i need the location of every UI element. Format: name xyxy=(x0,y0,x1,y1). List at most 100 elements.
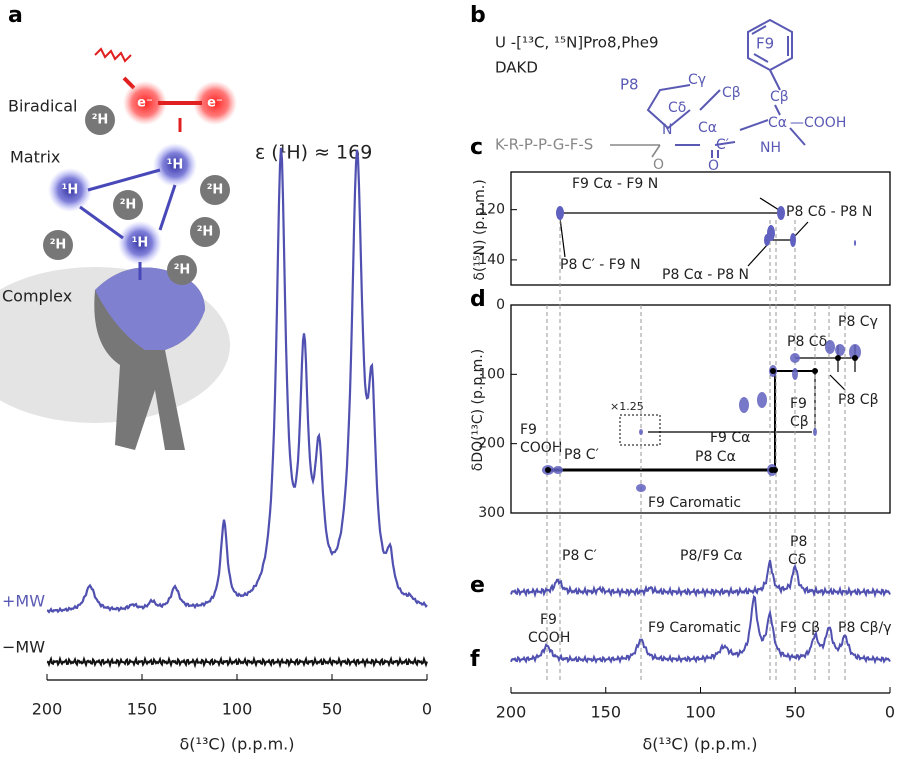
sample-label: U -[¹³C, ¹⁵N]Pro8,Phe9 xyxy=(495,34,659,52)
peak-label: P8 C′ xyxy=(562,548,597,564)
x-tick-label: 200 xyxy=(32,700,63,719)
x-tick-label: 50 xyxy=(322,700,342,719)
x-tick-label: 150 xyxy=(127,700,158,719)
complex-label: Complex xyxy=(2,287,72,306)
complex-label: DAKD xyxy=(495,59,538,77)
spectrum xyxy=(510,559,891,599)
cross-peak xyxy=(639,429,643,435)
electron-label: e⁻ xyxy=(207,96,223,111)
cross-peak xyxy=(849,344,861,360)
peptide-label: K-R-P-P-G-F-S xyxy=(495,136,593,154)
peak-label: P8 Cα - P8 N xyxy=(662,267,749,283)
minus-mw-label: −MW xyxy=(2,638,45,657)
residue-label: F9 xyxy=(756,35,774,53)
plot-frame xyxy=(510,304,891,514)
panel-label: f xyxy=(470,647,480,672)
peak-label: P8 Cδ xyxy=(787,334,827,350)
atom-label: O xyxy=(708,158,719,174)
atom-label: Cβ xyxy=(722,85,741,101)
atom-label: N xyxy=(662,122,672,138)
atom-label: —COOH xyxy=(790,115,846,131)
peak-label: F9 Cα - F9 N xyxy=(572,176,658,192)
y-tick-label: 200 xyxy=(478,436,505,452)
cross-peak xyxy=(825,340,835,354)
cross-peak xyxy=(792,368,798,380)
panel-label: b xyxy=(470,3,486,28)
panel-label: c xyxy=(470,135,483,160)
atom-label: C′ xyxy=(716,137,729,153)
x-axis-label: δ(¹³C) (p.p.m.) xyxy=(643,735,758,754)
peak-label: F9 Cα xyxy=(710,430,750,446)
deuteron-label: ²H xyxy=(197,225,214,240)
peak-label: P8 Cγ xyxy=(838,314,878,330)
cross-peak xyxy=(739,397,749,413)
y-tick-label: 100 xyxy=(478,366,505,382)
deuteron-label: ²H xyxy=(120,198,137,213)
x-tick-label: 50 xyxy=(785,703,805,722)
connector-dot xyxy=(852,355,858,361)
y-tick-label: 300 xyxy=(478,505,505,521)
x-tick-label: 0 xyxy=(885,703,895,722)
connectors xyxy=(559,197,809,267)
electron-label: e⁻ xyxy=(137,96,153,111)
peak-label: Cδ xyxy=(788,552,806,568)
peak-label: F9 Cβ xyxy=(780,620,820,636)
x-tick-label: 150 xyxy=(590,703,621,722)
schematic xyxy=(0,47,237,450)
matrix-label: Matrix xyxy=(10,148,60,167)
y-axis-label: δ(¹⁵N) (p.p.m.) xyxy=(472,179,488,280)
panel-label: d xyxy=(470,287,486,312)
spectrum xyxy=(510,594,891,665)
cross-peak xyxy=(854,240,856,246)
atom-label: Cγ xyxy=(688,72,706,88)
spectrum xyxy=(46,147,428,614)
peak-label: COOH xyxy=(520,440,562,456)
x-tick-label: 200 xyxy=(496,703,527,722)
deuteron-label: ²H xyxy=(92,113,109,128)
atom-label: O xyxy=(653,157,664,173)
y-axis-label: δDQ(¹³C) (p.p.m.) xyxy=(470,349,486,471)
cross-peak xyxy=(757,392,767,408)
y-tick-label: 0 xyxy=(496,297,505,313)
deuteron-label: ²H xyxy=(174,263,191,278)
atom-label: NH xyxy=(760,140,781,156)
x-tick-label: 100 xyxy=(685,703,716,722)
peak-label: P8 Cα xyxy=(695,449,736,465)
atom-label: Cα xyxy=(698,120,717,136)
enhancement: ε (¹H) ≈ 169 xyxy=(255,142,372,164)
connector-dot xyxy=(835,355,841,361)
zoom-box xyxy=(619,414,661,446)
peak-label: F9 xyxy=(540,612,557,628)
panel-label: e xyxy=(470,573,485,598)
peak-label: P8 C′ - F9 N xyxy=(560,257,641,273)
cross-peak xyxy=(835,344,845,356)
cross-peak xyxy=(790,233,796,247)
peak-label: F9 xyxy=(520,422,537,438)
cross-peak xyxy=(764,234,770,246)
peak-label: F9 xyxy=(790,396,807,412)
x-tick-label: 0 xyxy=(422,700,432,719)
y-tick-label: 140 xyxy=(478,252,505,268)
atom-label: Cα xyxy=(768,115,787,131)
proton-label: ¹H xyxy=(62,183,79,198)
peak-label: P8 C′ xyxy=(564,447,599,463)
peak-label: F9 Caromatic xyxy=(648,495,741,511)
peak-label: Cβ xyxy=(790,414,809,430)
biradical-label: Biradical xyxy=(8,97,77,116)
plot-frame xyxy=(510,171,891,286)
cross-peak xyxy=(813,428,817,436)
scale-label: ×1.25 xyxy=(610,400,644,413)
peak-label: P8 Cβ/γ xyxy=(838,620,892,636)
deuteron-label: ²H xyxy=(50,238,67,253)
spectrum xyxy=(46,655,428,669)
atom-label: Cβ xyxy=(770,89,789,105)
peak-label: P8 xyxy=(790,534,807,550)
proton-label: ¹H xyxy=(132,236,149,251)
deuteron-label: ²H xyxy=(207,183,224,198)
molecule xyxy=(610,18,806,158)
cross-peak xyxy=(777,206,785,220)
peak-label: F9 Caromatic xyxy=(648,620,741,636)
atom-label: Cδ xyxy=(668,100,686,116)
x-tick-label: 100 xyxy=(222,700,253,719)
connector-dot xyxy=(770,368,776,374)
